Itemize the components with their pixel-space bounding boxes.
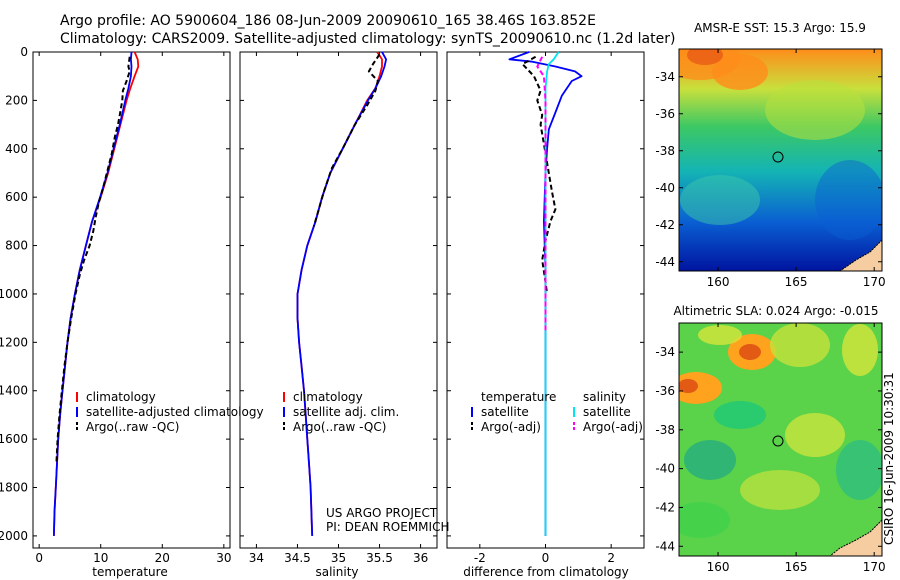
y-tick-label: 200	[5, 93, 28, 107]
x-tick-label: 34	[249, 551, 264, 565]
y-tick-label: 2000	[0, 529, 28, 543]
y-tick-label: 800	[5, 239, 28, 253]
series-line-temperature-argo-adj-	[521, 55, 557, 295]
map-y-tick-label: -36	[655, 107, 675, 121]
y-tick-label: 1800	[0, 481, 28, 495]
series-line-satellite-adjusted-climatology	[53, 51, 133, 536]
y-tick-label: 400	[5, 142, 28, 156]
y-tick-label: 1000	[0, 287, 28, 301]
map-y-tick-label: -40	[655, 462, 675, 476]
map-x-tick-label: 170	[863, 560, 886, 574]
sst-land-patch	[840, 240, 882, 271]
plot-frame	[32, 51, 231, 549]
sst-map: AMSR-E SST: 15.3 Argo: 15.9 160 165 170 -34…	[655, 21, 885, 289]
map-y-tick-label: -42	[655, 500, 675, 514]
x-tick-label: 20	[155, 551, 170, 565]
sst-argo-marker	[772, 151, 784, 163]
map-y-tick-label: -40	[655, 181, 675, 195]
sla-land-patch	[830, 520, 882, 556]
legend-title-temperature: temperature	[481, 390, 556, 404]
legend-label: satellite-adjusted climatology	[86, 405, 264, 419]
map-y-tick-label: -34	[655, 345, 675, 359]
sla-map: Altimetric SLA: 0.024 Argo: -0.015 160 16…	[655, 304, 885, 574]
x-tick-label: -2	[474, 551, 486, 565]
temperature-profile-panel: 0 200 400 600 800 1000 1200 1400 1600 1800 2000 0 10…	[0, 45, 264, 579]
y-tick-label: 1600	[0, 432, 28, 446]
figure-title-line2: Climatology: CARS2009. Satellite-adjuste…	[60, 31, 675, 47]
legend-label: satellite	[481, 405, 529, 419]
map-x-tick-label: 165	[785, 275, 808, 289]
salinity-profile-panel: 34 34.5 35 35.5 36 salinity climatologysatelli…	[239, 51, 438, 579]
sst-map-title: AMSR-E SST: 15.3 Argo: 15.9	[694, 21, 866, 35]
series-line-climatology	[296, 51, 383, 536]
csiro-stamp: CSIRO 16-Jun-2009 10:30:31	[882, 372, 896, 545]
map-y-tick-label: -42	[655, 218, 675, 232]
legend-label: satellite adj. clim.	[293, 405, 399, 419]
credit-pi: PI: DEAN ROEMMICH	[326, 520, 449, 534]
map-y-tick-label: -34	[655, 70, 675, 84]
x-tick-label: 35.5	[366, 551, 393, 565]
map-x-tick-label: 160	[707, 560, 730, 574]
x-tick-label: 36	[413, 551, 428, 565]
y-tick-label: 600	[5, 190, 28, 204]
legend-label: satellite	[583, 405, 631, 419]
x-axis-label: difference from climatology	[463, 565, 629, 579]
sst-field	[679, 49, 882, 271]
x-tick-label: 10	[93, 551, 108, 565]
sla-argo-marker	[772, 435, 784, 447]
legend-label: climatology	[86, 390, 156, 404]
map-y-tick-label: -44	[655, 255, 675, 269]
map-x-tick-label: 160	[707, 275, 730, 289]
series-line-satellite-adj-clim-	[296, 51, 388, 536]
legend-label: climatology	[293, 390, 363, 404]
map-y-tick-label: -44	[655, 539, 675, 553]
x-axis-label: salinity	[315, 565, 358, 579]
x-axis-label: temperature	[92, 565, 167, 579]
series-line-salinity-argo-adj-	[536, 56, 547, 331]
series-line-argo-raw-qc-	[55, 56, 131, 464]
x-tick-label: 34.5	[284, 551, 311, 565]
map-x-tick-label: 170	[863, 275, 886, 289]
plot-frame	[239, 51, 438, 549]
y-tick-label: 1200	[0, 335, 28, 349]
map-y-tick-label: -38	[655, 144, 675, 158]
legend-label: Argo(..raw -QC)	[293, 420, 386, 434]
series-line-climatology	[53, 51, 140, 536]
legend-label: Argo(-adj)	[481, 420, 541, 434]
map-y-tick-label: -36	[655, 384, 675, 398]
legend-label: Argo(..raw -QC)	[86, 420, 179, 434]
x-tick-label: 30	[216, 551, 231, 565]
series-line-argo-raw-qc-	[312, 53, 381, 227]
credit-project: US ARGO PROJECT	[326, 506, 438, 520]
figure-title-line1: Argo profile: AO 5900604_186 08-Jun-2009…	[60, 13, 596, 29]
series-line-temperature-satellite	[508, 51, 583, 536]
sla-map-title: Altimetric SLA: 0.024 Argo: -0.015	[673, 304, 878, 318]
map-x-tick-label: 165	[785, 560, 808, 574]
x-tick-label: 0	[542, 551, 550, 565]
x-tick-label: 0	[35, 551, 43, 565]
x-tick-label: 2	[607, 551, 615, 565]
x-tick-label: 35	[331, 551, 346, 565]
y-tick-label: 0	[20, 45, 28, 59]
legend-title-salinity: salinity	[583, 390, 626, 404]
map-y-tick-label: -38	[655, 423, 675, 437]
legend-label: Argo(-adj)	[583, 420, 643, 434]
series-line-salinity-satellite	[544, 51, 560, 536]
y-tick-label: 1400	[0, 384, 28, 398]
